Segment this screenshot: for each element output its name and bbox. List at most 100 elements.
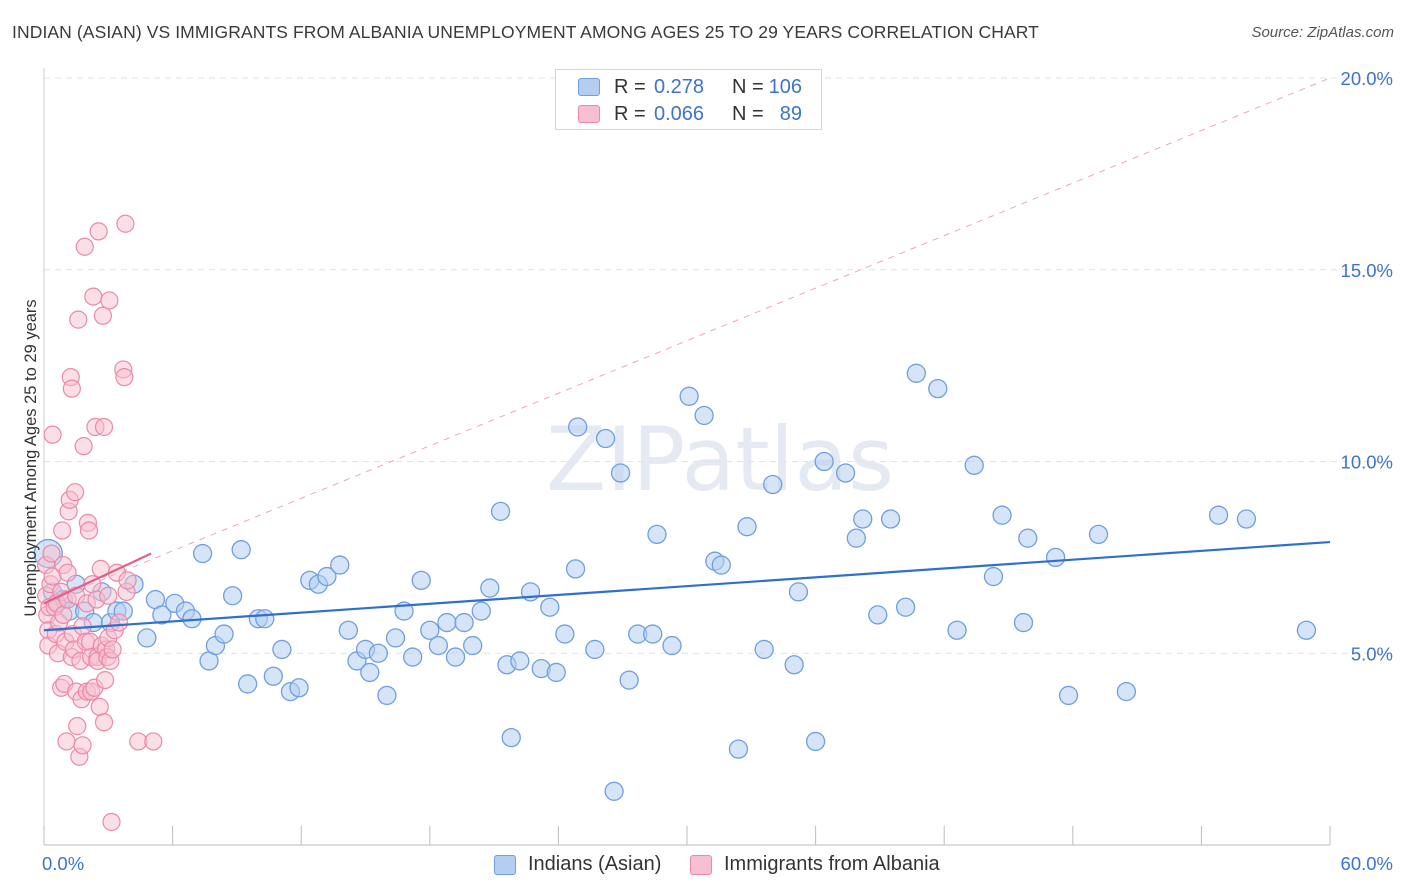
albania-point — [65, 483, 85, 502]
albania-point — [57, 732, 76, 751]
indians-point — [947, 620, 967, 640]
albania-point — [118, 571, 137, 590]
y-axis-label: Unemployment Among Ages 25 to 29 years — [22, 299, 40, 616]
albania-point — [90, 697, 109, 717]
legend-item-albania: Immigrants from Albania — [690, 853, 940, 876]
albania-point — [100, 291, 119, 310]
indians-point — [445, 647, 466, 667]
indians-point — [568, 417, 588, 437]
indians-point — [501, 727, 521, 748]
indians-point — [595, 428, 616, 449]
y-tick-label: 20.0% — [1341, 68, 1393, 89]
albania-point — [99, 586, 118, 605]
indians-point — [480, 578, 500, 598]
indians-point — [711, 555, 731, 575]
albania-point — [73, 736, 92, 755]
indians-point — [983, 566, 1004, 587]
indians-point — [411, 570, 431, 591]
r-label: R = — [614, 75, 646, 98]
indians-point — [255, 609, 275, 629]
albania-point — [68, 717, 87, 736]
r-value: 0.066 — [654, 102, 705, 125]
indians-point — [788, 582, 809, 602]
albania-point — [42, 544, 61, 563]
albania-point — [89, 222, 108, 241]
indians-point — [643, 624, 663, 644]
albania-point — [79, 521, 99, 540]
indians-point — [814, 451, 834, 472]
n-value: 106 — [768, 75, 802, 98]
legend-label-indians: Indians (Asian) — [528, 853, 662, 875]
legend-row-indians: R = 0.278 N = 106 — [578, 75, 802, 99]
indians-point — [737, 517, 757, 537]
albania-trend-extension-line — [43, 77, 1331, 604]
indians-point — [784, 655, 804, 675]
indians-point — [192, 543, 213, 564]
indians-point — [1058, 685, 1079, 706]
albania-point — [54, 605, 73, 625]
r-label: R = — [614, 102, 646, 125]
indians-point — [662, 635, 682, 656]
indians-trend-line — [43, 540, 1331, 632]
pink-swatch — [690, 854, 712, 875]
indians-point — [428, 635, 449, 656]
albania-point — [115, 368, 134, 387]
indians-point — [604, 781, 624, 801]
albania-trend-extension — [43, 77, 1331, 604]
albania-points — [37, 214, 163, 832]
indians-point — [565, 559, 586, 579]
indians-point — [964, 455, 984, 475]
indians-point — [805, 731, 826, 752]
albania-point — [93, 306, 113, 325]
indians-point — [853, 509, 873, 529]
x-tick-label: 0.0% — [42, 853, 84, 874]
indians-point — [585, 639, 605, 660]
indians-point — [1208, 505, 1229, 525]
indians-point — [490, 501, 511, 522]
albania-point — [84, 287, 103, 306]
albania-point — [75, 237, 94, 256]
indians-point — [360, 662, 380, 683]
indians-point — [1046, 547, 1066, 568]
indians-point — [555, 624, 575, 644]
indians-point — [619, 670, 639, 690]
albania-point — [69, 310, 88, 329]
indians-point — [610, 463, 631, 483]
albania-trend-line — [43, 552, 152, 605]
albania-point — [58, 563, 77, 582]
indians-point — [906, 363, 926, 383]
albania-point — [74, 437, 93, 456]
r-value: 0.278 — [654, 75, 705, 98]
indians-point — [454, 612, 474, 633]
trend-lines — [43, 540, 1331, 632]
indians-point — [754, 639, 774, 660]
indians-point — [338, 620, 359, 640]
chart-title: INDIAN (ASIAN) VS IMMIGRANTS FROM ALBANI… — [12, 22, 1039, 42]
indians-point — [1296, 620, 1317, 640]
indians-point — [835, 463, 856, 483]
albania-point — [62, 379, 81, 398]
albania-point — [102, 812, 121, 832]
indians-point — [263, 666, 283, 686]
legend-label-albania: Immigrants from Albania — [724, 853, 940, 875]
legend-item-indians: Indians (Asian) — [494, 853, 661, 876]
indians-point — [214, 624, 234, 644]
indians-point — [368, 643, 389, 663]
indians-point — [540, 597, 560, 617]
indians-point — [222, 586, 243, 606]
tick-labels: 5.0% 10.0% 15.0% 20.0% 0.0% 60.0% — [42, 68, 1393, 874]
indians-point — [1018, 528, 1038, 548]
watermark: ZIPatlas — [546, 408, 894, 511]
albania-point — [95, 670, 115, 690]
albania-point — [94, 713, 114, 732]
albania-point — [53, 521, 72, 540]
series-legend: Indians (Asian) Immigrants from Albania — [0, 851, 1406, 877]
indians-point — [880, 509, 901, 529]
indians-point — [152, 605, 172, 625]
y-tick-label: 10.0% — [1341, 452, 1393, 473]
albania-point — [103, 640, 122, 659]
albania-point — [94, 417, 114, 437]
indians-point — [237, 674, 258, 694]
legend-row-albania: R = 0.066 N = 89 — [578, 102, 802, 126]
